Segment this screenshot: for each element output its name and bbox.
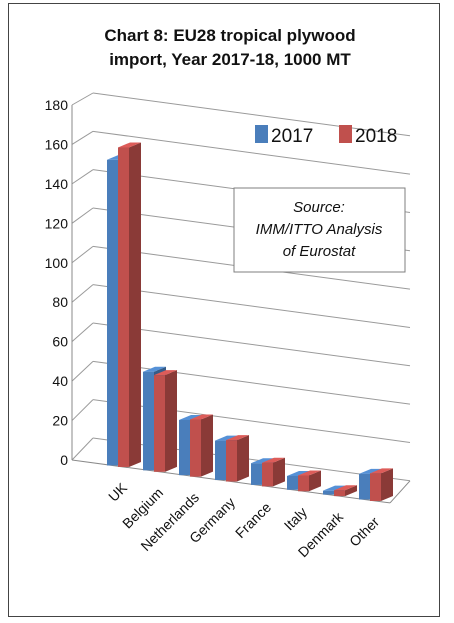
source-text: IMM/ITTO Analysis (256, 221, 383, 238)
bar-top (251, 458, 274, 464)
floor-right-edge (389, 480, 411, 504)
bar (262, 462, 273, 487)
bar-side (273, 457, 285, 487)
bar-top (226, 435, 249, 441)
gridline (92, 322, 411, 367)
legend-label: 2017 (271, 126, 313, 147)
bar (118, 147, 129, 467)
y-tick-label: 60 (52, 334, 68, 350)
source-text: Source: (293, 199, 345, 216)
gridline-depth (71, 130, 94, 145)
legend-label: 2018 (355, 126, 397, 147)
y-tick-label: 80 (52, 294, 68, 310)
bar (370, 473, 381, 501)
bar-top (359, 468, 382, 474)
gridline (92, 92, 411, 137)
gridline-depth (71, 92, 94, 106)
bar (190, 419, 201, 477)
chart-title-line2: import, Year 2017-18, 1000 MT (109, 50, 351, 69)
bar (323, 490, 334, 495)
bar-top (334, 485, 357, 491)
bar (298, 475, 309, 492)
bar (359, 473, 370, 500)
bar (226, 440, 237, 482)
bar-top (143, 366, 166, 372)
bar-top (215, 435, 238, 441)
source-text: of Eurostat (283, 243, 356, 260)
gridline-depth (71, 399, 94, 421)
bar (143, 371, 154, 471)
gridline (92, 130, 411, 175)
bar-top (154, 370, 177, 376)
legend-swatch (339, 125, 352, 143)
y-tick-label: 120 (45, 215, 69, 231)
bar-top (179, 414, 202, 420)
bar-top (190, 414, 213, 420)
source-box (233, 187, 406, 273)
chart-title: Chart 8: EU28 tropical plywood import, Y… (20, 24, 440, 72)
bar (154, 375, 165, 472)
y-tick-label: 160 (45, 136, 69, 152)
x-tick-label: France (232, 499, 274, 541)
gridline-depth (71, 207, 94, 224)
gridline-depth (71, 245, 94, 264)
bar-side (345, 485, 357, 497)
bar-side (165, 370, 177, 472)
bar-top (262, 457, 285, 463)
gridline-depth (71, 437, 94, 461)
x-tick-label: UK (105, 479, 131, 505)
y-tick-label: 20 (52, 413, 68, 429)
bar-side (201, 414, 213, 477)
gridline (92, 360, 411, 405)
gridline-depth (71, 169, 94, 185)
bar-side (309, 470, 321, 492)
bar-top (298, 470, 321, 476)
bar (107, 159, 118, 466)
bar-top (370, 468, 393, 474)
bar-top (287, 470, 310, 476)
gridline-depth (71, 284, 94, 303)
chart-frame (8, 3, 440, 617)
bar (215, 440, 226, 481)
x-tick-label: Italy (281, 504, 310, 533)
gridline-depth (71, 322, 94, 343)
legend-swatch (255, 125, 268, 143)
bar (179, 419, 190, 476)
y-tick-label: 140 (45, 176, 69, 192)
bar (251, 463, 262, 485)
y-tick-label: 180 (45, 97, 69, 113)
bar (287, 475, 298, 490)
y-tick-label: 100 (45, 255, 69, 271)
x-tick-label: Other (346, 513, 382, 549)
bar-top (323, 485, 346, 491)
y-tick-label: 0 (60, 452, 68, 468)
bar-side (237, 435, 249, 482)
bar-top (118, 142, 141, 148)
y-tick-label: 40 (52, 373, 68, 389)
chart-title-line1: Chart 8: EU28 tropical plywood (104, 26, 356, 45)
bar-side (129, 142, 141, 467)
gridline-depth (71, 360, 94, 382)
bar-side (381, 468, 393, 501)
bar (334, 490, 345, 497)
gridline (92, 284, 411, 328)
